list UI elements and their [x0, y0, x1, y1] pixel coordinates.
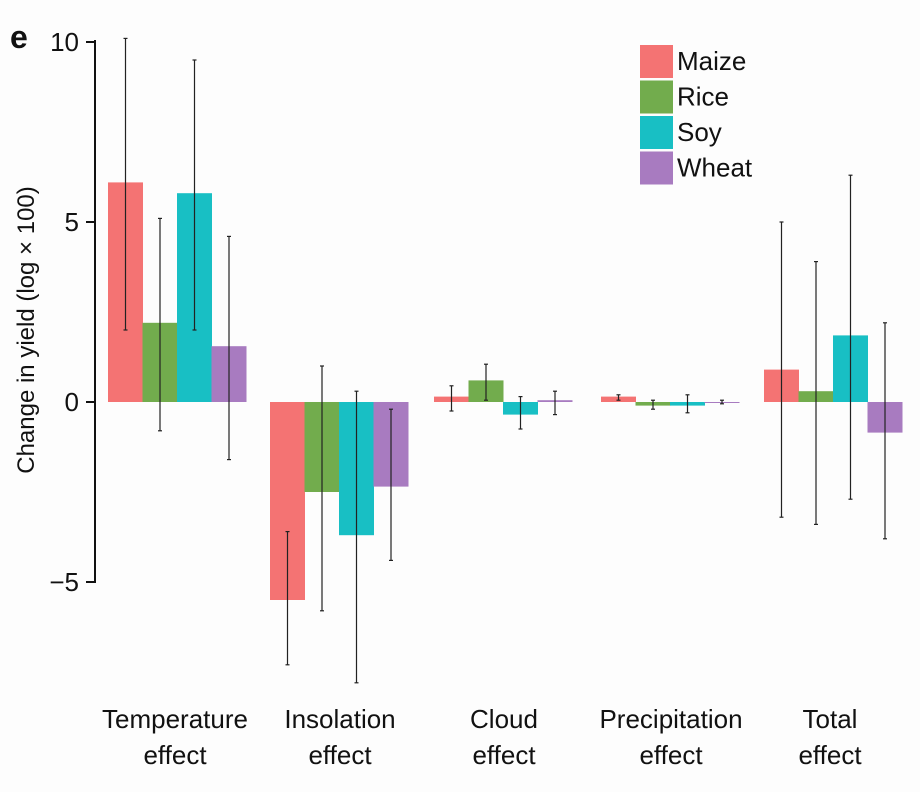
- legend-swatch: [640, 80, 673, 114]
- category-label: Insolation: [284, 704, 395, 734]
- category-label: effect: [308, 740, 372, 770]
- category-label: Cloud: [470, 704, 538, 734]
- y-axis-title: Change in yield (log × 100): [13, 186, 40, 474]
- category-label: effect: [472, 740, 536, 770]
- category-label: Total: [803, 704, 858, 734]
- legend: Maize Rice Soy Wheat: [640, 45, 753, 185]
- y-tick-label: 0: [65, 387, 79, 417]
- y-tick-label: −5: [49, 567, 79, 597]
- legend-swatch: [640, 151, 673, 185]
- category-label: effect: [639, 740, 703, 770]
- legend-label: Rice: [677, 82, 729, 112]
- legend-label: Maize: [677, 46, 746, 76]
- y-tick-label: 5: [65, 207, 79, 237]
- legend-label: Soy: [677, 117, 722, 147]
- legend-swatch: [640, 45, 673, 78]
- category-label: effect: [143, 740, 207, 770]
- panel-label: e: [10, 19, 28, 55]
- legend-swatch: [640, 116, 673, 149]
- y-tick-label: 10: [50, 27, 79, 57]
- legend-label: Wheat: [677, 153, 753, 183]
- category-labels: Temperature effect Insolation effect Cloud ef…: [102, 704, 862, 770]
- error-bars-layer: [123, 37, 887, 684]
- y-ticks: 10 5 0 −5: [49, 27, 95, 597]
- category-label: Precipitation: [599, 704, 742, 734]
- category-label: Temperature: [102, 704, 248, 734]
- category-label: effect: [798, 740, 862, 770]
